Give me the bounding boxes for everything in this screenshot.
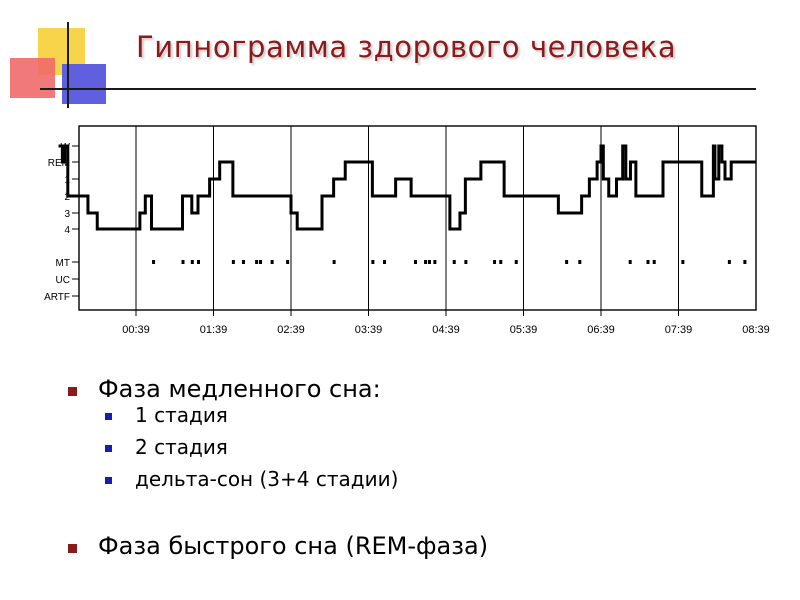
mt-mark <box>681 260 685 264</box>
bullet-list: Фаза медленного сна: 1 стадия 2 стадия д… <box>68 375 398 499</box>
mt-mark <box>197 260 200 264</box>
x-tick-label: 06:39 <box>587 324 615 336</box>
mt-mark <box>255 260 259 264</box>
mt-mark <box>578 260 582 264</box>
bullet-rem-sleep: Фаза быстрого сна (REM-фаза) <box>68 532 488 560</box>
mt-mark <box>493 260 497 264</box>
y-tick-label: ARTF <box>44 292 70 303</box>
mt-mark <box>464 260 468 264</box>
bullet-stage2: 2 стадия <box>105 435 398 467</box>
x-tick-label: 03:39 <box>355 324 383 336</box>
x-tick-label: 02:39 <box>277 324 305 336</box>
x-tick-label: 07:39 <box>665 324 693 336</box>
y-tick-label: UC <box>56 275 70 286</box>
mt-mark <box>332 260 336 264</box>
bullet-delta-sleep: дельта-сон (3+4 стадии) <box>105 467 398 499</box>
mt-mark <box>424 260 428 264</box>
y-tick-label: 4 <box>64 225 70 236</box>
mt-mark <box>414 260 417 264</box>
mt-mark <box>743 260 747 264</box>
title-underline <box>40 88 756 90</box>
mt-mark <box>270 260 274 264</box>
x-tick-label: 04:39 <box>432 324 460 336</box>
mt-mark <box>181 260 185 264</box>
y-tick-label: MT <box>56 258 70 269</box>
decor-square-blue <box>62 64 106 104</box>
mt-mark <box>427 260 431 264</box>
y-tick-label: REM <box>48 158 70 169</box>
mt-mark <box>231 260 235 264</box>
plot-frame <box>78 125 757 311</box>
mt-mark <box>727 260 731 264</box>
x-tick-label: 08:39 <box>742 324 770 336</box>
mt-mark <box>499 260 503 264</box>
decor-square-red <box>10 58 55 98</box>
mt-mark <box>565 260 569 264</box>
mt-mark <box>628 260 632 264</box>
y-tick-label: 3 <box>64 209 70 220</box>
grid-lines <box>135 126 679 316</box>
x-tick-label: 05:39 <box>510 324 538 336</box>
mt-mark <box>190 260 194 264</box>
x-tick-label: 00:39 <box>122 324 150 336</box>
x-axis: 00:39 01:39 02:39 03:39 04:39 05:39 06:39 07:39… <box>122 324 770 336</box>
mt-mark <box>514 260 518 264</box>
mt-mark <box>286 260 290 264</box>
mt-mark <box>383 260 386 264</box>
decor-vertical-line <box>67 22 69 108</box>
mt-mark <box>371 260 375 264</box>
mt-mark <box>433 260 437 264</box>
movement-time-marks <box>152 260 747 264</box>
x-tick-label: 01:39 <box>200 324 228 336</box>
mt-mark <box>241 260 245 264</box>
hypnogram-line <box>58 144 756 231</box>
mt-mark <box>646 260 650 264</box>
bullet-stage1: 1 стадия <box>105 403 398 435</box>
mt-mark <box>652 260 656 264</box>
slide-title: Гипнограмма здорового человека <box>136 30 677 64</box>
bullet-slow-sleep: Фаза медленного сна: <box>68 375 398 403</box>
mt-mark <box>259 260 262 264</box>
mt-mark <box>452 260 456 264</box>
mt-mark <box>152 260 156 264</box>
bullet-list-rem: Фаза быстрого сна (REM-фаза) <box>68 532 488 560</box>
